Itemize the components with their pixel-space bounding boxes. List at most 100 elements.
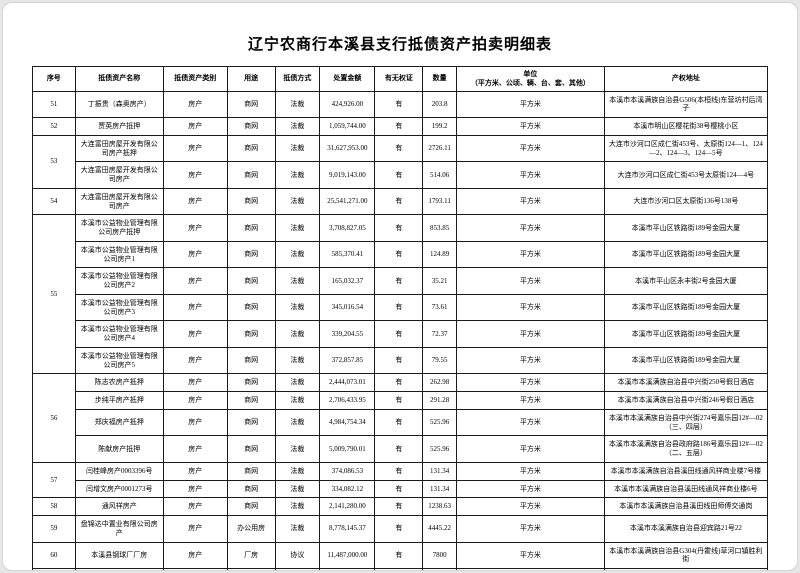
method-cell: 法裁 bbox=[274, 373, 321, 392]
address-cell: 本溪市平山区铁路街189号金园大厦 bbox=[603, 240, 769, 269]
qty-cell: 514.06 bbox=[422, 161, 458, 189]
address-cell: 本溪市本溪满族自治县迎宾路21号22 bbox=[603, 515, 769, 543]
category-cell: 房产 bbox=[162, 515, 228, 543]
header-unit-label: 单位 bbox=[523, 70, 538, 78]
amount-cell: 2,820,194.00 bbox=[319, 568, 376, 570]
cert-cell: 有 bbox=[374, 373, 424, 392]
method-cell: 法裁 bbox=[274, 391, 321, 410]
unit-cell: 平方米 bbox=[456, 391, 605, 410]
category-cell: 房产 bbox=[162, 90, 228, 118]
category-cell: 房产 bbox=[162, 214, 228, 242]
cert-cell: 有 bbox=[374, 391, 424, 410]
unit-cell: 平方米 bbox=[456, 461, 605, 481]
qty-cell: 291.28 bbox=[422, 391, 458, 410]
name-cell: 丁振贵（森奥房产） bbox=[74, 90, 164, 118]
cert-cell: 有 bbox=[374, 515, 424, 543]
address-cell: 本溪市本溪满族自治县溪田线通风祥商业楼6号 bbox=[603, 479, 769, 499]
name-cell: 大连富田房屋开发有限公司房产抵押 bbox=[74, 134, 164, 163]
unit-cell: 平方米 bbox=[456, 117, 605, 136]
address-cell: 本溪市平山区铁路街189号金园大厦 bbox=[603, 214, 769, 242]
header-asset-name: 抵债资产名称 bbox=[74, 66, 164, 92]
amount-cell: 5,009,790.01 bbox=[319, 435, 376, 463]
category-cell: 房产 bbox=[162, 391, 228, 410]
table-row: 53 大连富田房屋开发有限公司房产抵押 房产 商网 法裁 31,627,953.00 有 27… bbox=[32, 134, 769, 189]
address-cell: 本溪市平山区铁路街189号金园大厦 bbox=[603, 293, 769, 322]
name-cell: 本溪市公益物业管理有限公司房产1 bbox=[74, 240, 164, 269]
name-cell: 闫增文房产0001273号 bbox=[74, 479, 164, 499]
cert-cell: 有 bbox=[374, 346, 424, 375]
cert-cell: 有 bbox=[374, 479, 424, 499]
category-cell: 房产 bbox=[162, 293, 228, 322]
category-cell: 房产 bbox=[162, 568, 228, 570]
use-cell: 办公用房 bbox=[226, 515, 276, 543]
header-unit: 单位 （平方米、公顷、辆、台、套、其他） bbox=[456, 66, 605, 92]
asset-table-body: 51 丁振贵（森奥房产） 房产 商网 法裁 424,926.00 有 203.8 平方米 本溪市本… bbox=[32, 90, 769, 570]
amount-cell: 1,059,744.00 bbox=[319, 117, 376, 136]
amount-cell: 339,204.55 bbox=[319, 320, 376, 348]
cert-cell: 有 bbox=[374, 408, 424, 437]
amount-cell: 374,086.53 bbox=[319, 461, 376, 481]
name-cell: 通风祥房产 bbox=[74, 497, 164, 516]
cert-cell: 有 bbox=[374, 90, 424, 118]
method-cell: 法裁 bbox=[274, 90, 321, 118]
table-row: 本溪市公益物业管理有限公司房产4 房产 商网 法裁 339,204.55 有 72.37 平方… bbox=[33, 320, 769, 348]
cert-cell: 有 bbox=[374, 320, 424, 348]
use-cell: 商网 bbox=[226, 90, 276, 118]
table-row: 59 盘锦达中置业有限公司房产 房产 办公用房 法裁 8,778,145.37 有 4445.… bbox=[32, 515, 769, 543]
category-cell: 房产 bbox=[162, 461, 228, 481]
qty-cell: 72.37 bbox=[422, 320, 458, 348]
category-cell: 房产 bbox=[162, 346, 228, 375]
category-cell: 房产 bbox=[162, 267, 228, 295]
amount-cell: 25,541,271.00 bbox=[319, 187, 376, 216]
amount-cell: 585,370.41 bbox=[319, 240, 376, 269]
amount-cell: 2,444,073.01 bbox=[319, 373, 376, 392]
table-row: 54 大连富田房屋开发有限公司房产 房产 商网 法裁 25,541,271.00 有 1793… bbox=[32, 187, 769, 216]
name-cell: 贾英房产抵押 bbox=[74, 117, 164, 136]
use-cell: 商网 bbox=[226, 320, 276, 348]
address-cell: 本溪市本溪满族自治县G304(丹霍线)草河口镇胜利街 bbox=[603, 541, 769, 569]
qty-cell: 262.98 bbox=[422, 373, 458, 392]
unit-cell: 平方米 bbox=[456, 320, 605, 348]
qty-cell: 525.96 bbox=[422, 408, 458, 437]
amount-cell: 2,141,280.00 bbox=[319, 497, 376, 516]
use-cell: 商网 bbox=[226, 391, 276, 410]
table-row: 本溪市公益物业管理有限公司房产1 房产 商网 法裁 585,370.41 有 124.89 平… bbox=[33, 240, 769, 269]
table-row: 闫增文房产0001273号 房产 商网 法裁 334,082.12 有 131.34 平方米本… bbox=[33, 479, 769, 499]
header-unit-sublabel: （平方米、公顷、辆、台、套、其他） bbox=[470, 78, 590, 87]
table-row: 56 陈志农房产抵押 房产 商网 法裁 2,444,073.01 有 262.98 平方米 本溪市… bbox=[32, 373, 769, 463]
table-row: 本溪市公益物业管理有限公司房产2 房产 商网 法裁 165,032.37 有 35.21 平方… bbox=[33, 267, 769, 295]
use-cell: 厂房 bbox=[226, 541, 276, 569]
serial-number-cell: 58 bbox=[32, 497, 76, 516]
serial-number-cell: 56 bbox=[32, 373, 76, 463]
qty-cell: 7800 bbox=[422, 541, 458, 569]
header-address: 产权地址 bbox=[603, 66, 769, 92]
unit-cell: 平方米 bbox=[456, 161, 605, 189]
address-cell: 本溪市平山区永丰街2号金园大厦 bbox=[603, 267, 769, 295]
category-cell: 房产 bbox=[162, 240, 228, 269]
cert-cell: 有 bbox=[374, 267, 424, 295]
use-cell: 商网 bbox=[226, 346, 276, 375]
method-cell: 法裁 bbox=[274, 320, 321, 348]
table-header-row: 序号 抵债资产名称 抵债资产类别 用途 抵债方式 处置金额 有无权证 数量 单位… bbox=[32, 66, 769, 92]
header-certificate: 有无权证 bbox=[374, 66, 424, 92]
category-cell: 房产 bbox=[162, 117, 228, 136]
table-row: 本溪市公益物业管理有限公司房产5 房产 商网 法裁 372,857.85 有 79.55 平方… bbox=[33, 346, 769, 375]
unit-cell: 平方米 bbox=[456, 90, 605, 118]
category-cell: 房产 bbox=[162, 435, 228, 463]
name-cell: 步纯平房产抵押 bbox=[74, 391, 164, 410]
amount-cell: 345,016.54 bbox=[319, 293, 376, 322]
unit-cell: 平方米 bbox=[456, 568, 605, 570]
serial-number-cell: 55 bbox=[32, 214, 76, 375]
serial-number-cell: 59 bbox=[32, 515, 76, 543]
serial-number-cell: 57 bbox=[32, 461, 76, 499]
name-cell: 盘锦达中置业有限公司房产 bbox=[74, 515, 164, 543]
category-cell: 房产 bbox=[162, 134, 228, 163]
method-cell: 法裁 bbox=[274, 435, 321, 463]
name-cell: 李庆林房产 bbox=[74, 568, 164, 570]
serial-number-cell: 61 bbox=[32, 568, 76, 570]
name-cell: 本溪市公益物业管理有限公司房产3 bbox=[74, 293, 164, 322]
unit-cell: 平方米 bbox=[456, 373, 605, 392]
method-cell: 法裁 bbox=[274, 479, 321, 499]
category-cell: 房产 bbox=[162, 373, 228, 392]
amount-cell: 3,708,827.05 bbox=[319, 214, 376, 242]
